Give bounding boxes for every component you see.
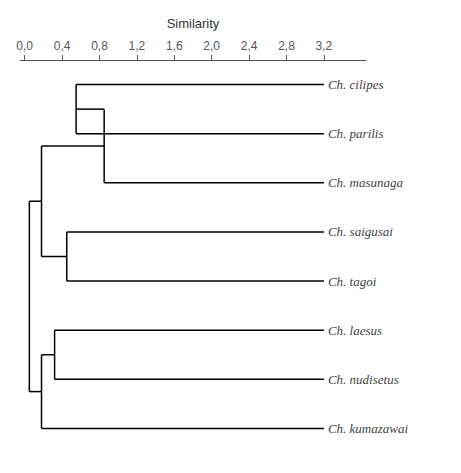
svg-text:1,6: 1,6 (166, 39, 183, 53)
svg-text:Ch. tagoi: Ch. tagoi (328, 274, 377, 289)
svg-text:2,8: 2,8 (278, 39, 295, 53)
svg-text:Ch. saigusai: Ch. saigusai (328, 224, 393, 239)
svg-text:0,0: 0,0 (16, 39, 33, 53)
svg-text:Ch. laesus: Ch. laesus (328, 323, 382, 338)
svg-text:Ch. nudisetus: Ch. nudisetus (328, 372, 399, 387)
svg-text:Ch. parilis: Ch. parilis (328, 126, 384, 141)
svg-text:2,4: 2,4 (241, 39, 258, 53)
svg-text:2,0: 2,0 (203, 39, 220, 53)
svg-text:0,8: 0,8 (91, 39, 108, 53)
svg-text:0,4: 0,4 (54, 39, 71, 53)
svg-text:3,2: 3,2 (316, 39, 333, 53)
svg-text:Similarity: Similarity (167, 16, 220, 31)
svg-text:Ch. kumazawai: Ch. kumazawai (328, 421, 409, 436)
svg-text:Ch. masunaga: Ch. masunaga (328, 175, 404, 190)
svg-text:Ch. cilipes: Ch. cilipes (328, 77, 384, 92)
svg-text:1,2: 1,2 (129, 39, 146, 53)
